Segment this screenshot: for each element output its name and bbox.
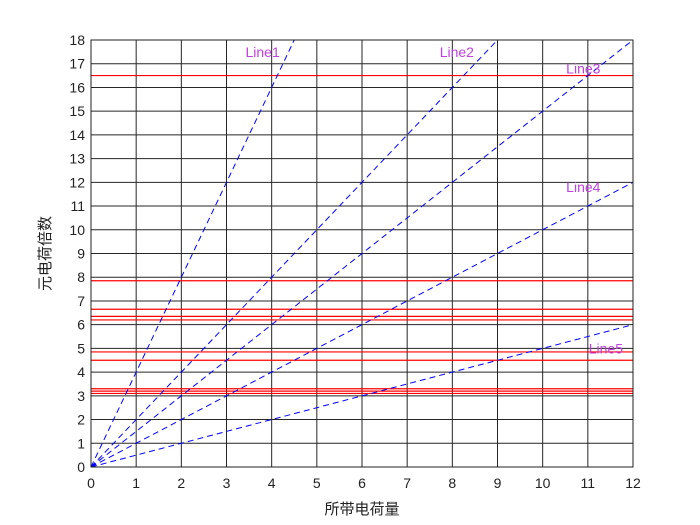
x-tick-labels: 0 1 2 3 4 5 6 7 8 9 10 11 12 <box>87 475 641 491</box>
series-line-line3 <box>90 39 634 468</box>
x-tick-label: 2 <box>177 475 185 491</box>
y-tick-label: 13 <box>69 151 85 167</box>
line-label-line3: Line3 <box>566 60 600 76</box>
line-label-line4: Line4 <box>566 179 600 195</box>
series-line-line2 <box>90 39 498 468</box>
series-lines <box>90 39 634 468</box>
y-tick-label: 7 <box>77 293 85 309</box>
y-tick-label: 6 <box>77 317 85 333</box>
y-tick-label: 11 <box>70 198 85 214</box>
y-tick-label: 12 <box>69 174 85 190</box>
line-label-line5: Line5 <box>589 340 623 356</box>
x-tick-label: 7 <box>403 475 411 491</box>
y-tick-label: 8 <box>77 269 85 285</box>
x-tick-label: 5 <box>313 475 321 491</box>
y-tick-label: 0 <box>77 459 85 475</box>
series-line-line4 <box>90 181 634 468</box>
plot-frame <box>90 39 634 468</box>
y-tick-label: 17 <box>69 56 85 72</box>
y-tick-label: 15 <box>69 103 85 119</box>
horizontal-lines <box>91 74 633 395</box>
x-tick-label: 6 <box>358 475 366 491</box>
y-tick-label: 18 <box>69 32 85 48</box>
y-tick-label: 4 <box>77 364 85 380</box>
x-tick-label: 9 <box>494 475 502 491</box>
line-label-line2: Line2 <box>440 44 474 60</box>
x-tick-label: 4 <box>268 475 276 491</box>
x-tick-label: 8 <box>448 475 456 491</box>
series-line-line5 <box>90 324 634 468</box>
x-tick-label: 1 <box>132 475 140 491</box>
x-tick-label: 11 <box>581 475 596 491</box>
x-tick-label: 0 <box>87 475 95 491</box>
x-tick-label: 12 <box>625 475 641 491</box>
y-axis-label: 元电荷倍数 <box>36 216 54 291</box>
y-tick-label: 5 <box>77 340 85 356</box>
y-tick-label: 3 <box>77 388 85 404</box>
series-line-line1 <box>90 39 295 468</box>
y-tick-label: 14 <box>69 127 85 143</box>
x-tick-label: 3 <box>223 475 231 491</box>
y-tick-label: 16 <box>69 79 85 95</box>
line-labels: Line1 Line2 Line3 Line4 Line5 <box>246 44 624 357</box>
y-tick-label: 9 <box>77 246 85 262</box>
y-tick-label: 10 <box>69 222 85 238</box>
x-axis-label: 所带电荷量 <box>324 500 399 518</box>
y-tick-label: 2 <box>77 412 85 428</box>
line-label-line1: Line1 <box>246 44 280 60</box>
y-tick-label: 1 <box>77 435 85 451</box>
x-tick-label: 10 <box>535 475 551 491</box>
